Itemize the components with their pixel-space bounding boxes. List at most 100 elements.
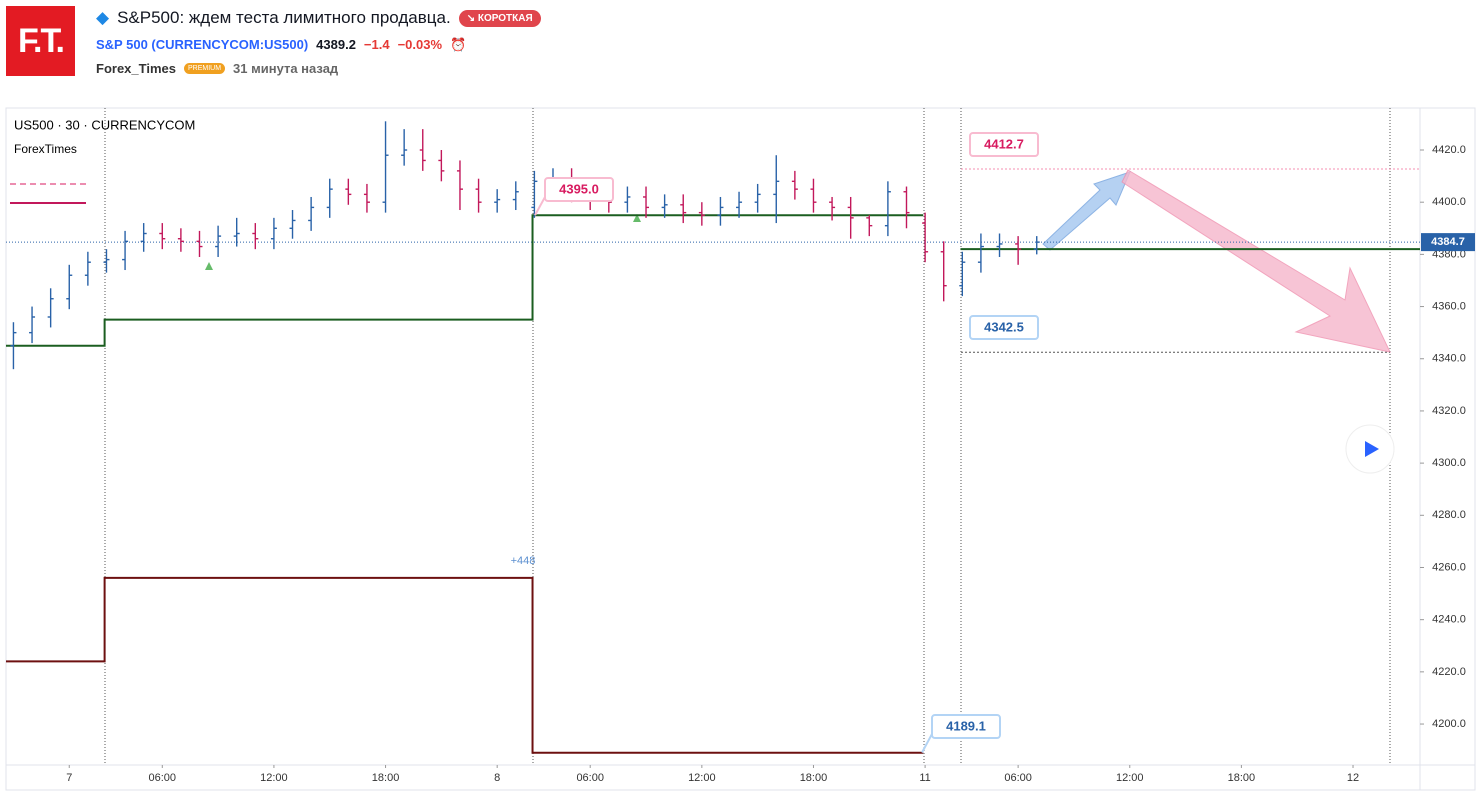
x-tick-label: 12:00 (1116, 772, 1144, 784)
indicator-name: ForexTimes (14, 142, 77, 156)
time: 31 минута назад (233, 61, 339, 76)
title-row: ◆ S&P500: ждем теста лимитного продавца. ↘… (96, 8, 541, 28)
up-arrow (1042, 171, 1131, 251)
y-tick-label: 4280.0 (1432, 509, 1466, 521)
author-row: Forex_Times PREMIUM 31 минута назад (96, 61, 338, 76)
chart-frame (5, 107, 1476, 791)
ohlc-bar (29, 306, 36, 344)
ohlc-bar (717, 196, 724, 226)
annotation-box (969, 315, 1039, 340)
diamond-icon: ◆ (96, 8, 110, 27)
session-lines (104, 108, 1391, 765)
ohlc-bar (661, 194, 668, 218)
premium-badge: PREMIUM (183, 63, 226, 74)
ohlc-bar (922, 212, 929, 263)
ohlc-bar (791, 170, 798, 200)
y-tick-label: 4200.0 (1432, 718, 1466, 730)
x-tick-label: 11 (919, 772, 930, 784)
ohlc-bar (810, 178, 817, 213)
ohlc-bar (438, 150, 445, 182)
ohlc-bar (103, 249, 110, 273)
ohlc-bar (270, 217, 277, 250)
ohlc-bar (531, 170, 538, 218)
ohlc-bar (1033, 236, 1040, 255)
annotation-label: 4412.7 (984, 136, 1024, 151)
ohlc-bar (159, 223, 166, 250)
symbol[interactable]: S&P 500 (CURRENCYCOM:US500) (96, 37, 309, 52)
ohlc-bar (736, 191, 743, 218)
annotation-label: 4395.0 (559, 181, 599, 196)
ohlc-bar (382, 121, 389, 213)
annotation-label: 4189.1 (946, 718, 986, 733)
x-tick-label: 7 (66, 772, 72, 784)
ohlc-bar (754, 183, 761, 213)
y-tick-label: 4380.0 (1432, 248, 1466, 260)
ohlc-bar (996, 233, 1003, 257)
logo: F.T. (6, 6, 75, 76)
annotation-label: 4342.5 (984, 319, 1024, 334)
x-tick-label: 8 (494, 772, 500, 784)
title: S&P500: ждем теста лимитного продавца. (117, 8, 451, 27)
ohlc-bar (345, 178, 352, 205)
ohlc-bar (773, 155, 780, 224)
ohlc-bar (419, 129, 426, 171)
ohlc-bar (494, 189, 501, 213)
ohlc-bar (624, 186, 631, 213)
x-tick-label: 18:00 (800, 772, 828, 784)
play-icon (1365, 441, 1379, 457)
price: 4389.2 (316, 37, 356, 52)
ohlc-bar (66, 264, 73, 310)
ohlc-bar (456, 160, 463, 211)
ohlc-bar (47, 288, 54, 328)
ohlc-bar (326, 178, 333, 218)
annotation-box (969, 132, 1039, 157)
ohlc-bar (84, 251, 91, 286)
x-tick-label: 12 (1347, 772, 1359, 784)
short-badge[interactable]: ↘ КОРОТКАЯ (458, 9, 541, 27)
y-tick-label: 4220.0 (1432, 666, 1466, 678)
header: F.T. ◆ S&P500: ждем теста лимитного прода… (0, 0, 1481, 100)
signal-marker (633, 214, 641, 222)
annotation-box (931, 714, 1001, 739)
y-tick-label: 4360.0 (1432, 300, 1466, 312)
alarm-icon[interactable]: ⏰ (450, 37, 467, 52)
ohlc-bar (177, 228, 184, 252)
y-tick-label: 4400.0 (1432, 196, 1466, 208)
step-line (6, 576, 924, 754)
ohlc-bar (196, 230, 203, 257)
x-tick-label: 06:00 (1004, 772, 1032, 784)
ohlc-bar (363, 183, 370, 213)
ohlc-bar (140, 223, 147, 252)
chart-symbol: US500 · 30 · CURRENCYCOM (14, 117, 195, 132)
x-tick-label: 12:00 (260, 772, 288, 784)
change-pct: −0.03% (397, 37, 443, 52)
note-label: +448 (511, 555, 536, 567)
author[interactable]: Forex_Times (96, 61, 176, 76)
ohlc-bar (884, 181, 891, 237)
ohlc-bar (308, 196, 315, 231)
ohlc-bar (122, 230, 129, 271)
y-tick-label: 4320.0 (1432, 405, 1466, 417)
y-tick-label: 4340.0 (1432, 353, 1466, 365)
ohlc-bar (940, 241, 947, 302)
ohlc-bar (215, 225, 222, 257)
y-tick-label: 4420.0 (1432, 144, 1466, 156)
x-tick-label: 06:00 (149, 772, 177, 784)
annotation-pointer (921, 733, 933, 753)
y-tick-label: 4260.0 (1432, 561, 1466, 573)
ohlc-bar (847, 196, 854, 239)
x-tick-label: 18:00 (1228, 772, 1256, 784)
ohlc-bar (401, 129, 408, 166)
ohlc-bar (977, 233, 984, 273)
x-tick-label: 18:00 (372, 772, 400, 784)
signal-marker (205, 262, 213, 270)
ohlc-bar (233, 217, 240, 247)
ohlc-bar (829, 196, 836, 221)
change: −1.4 (363, 37, 390, 52)
x-tick-label: 06:00 (576, 772, 604, 784)
ohlc-bar (698, 202, 705, 226)
annotation-box (544, 177, 614, 202)
ohlc-bar (1015, 236, 1022, 265)
y-tick-label: 4300.0 (1432, 457, 1466, 469)
